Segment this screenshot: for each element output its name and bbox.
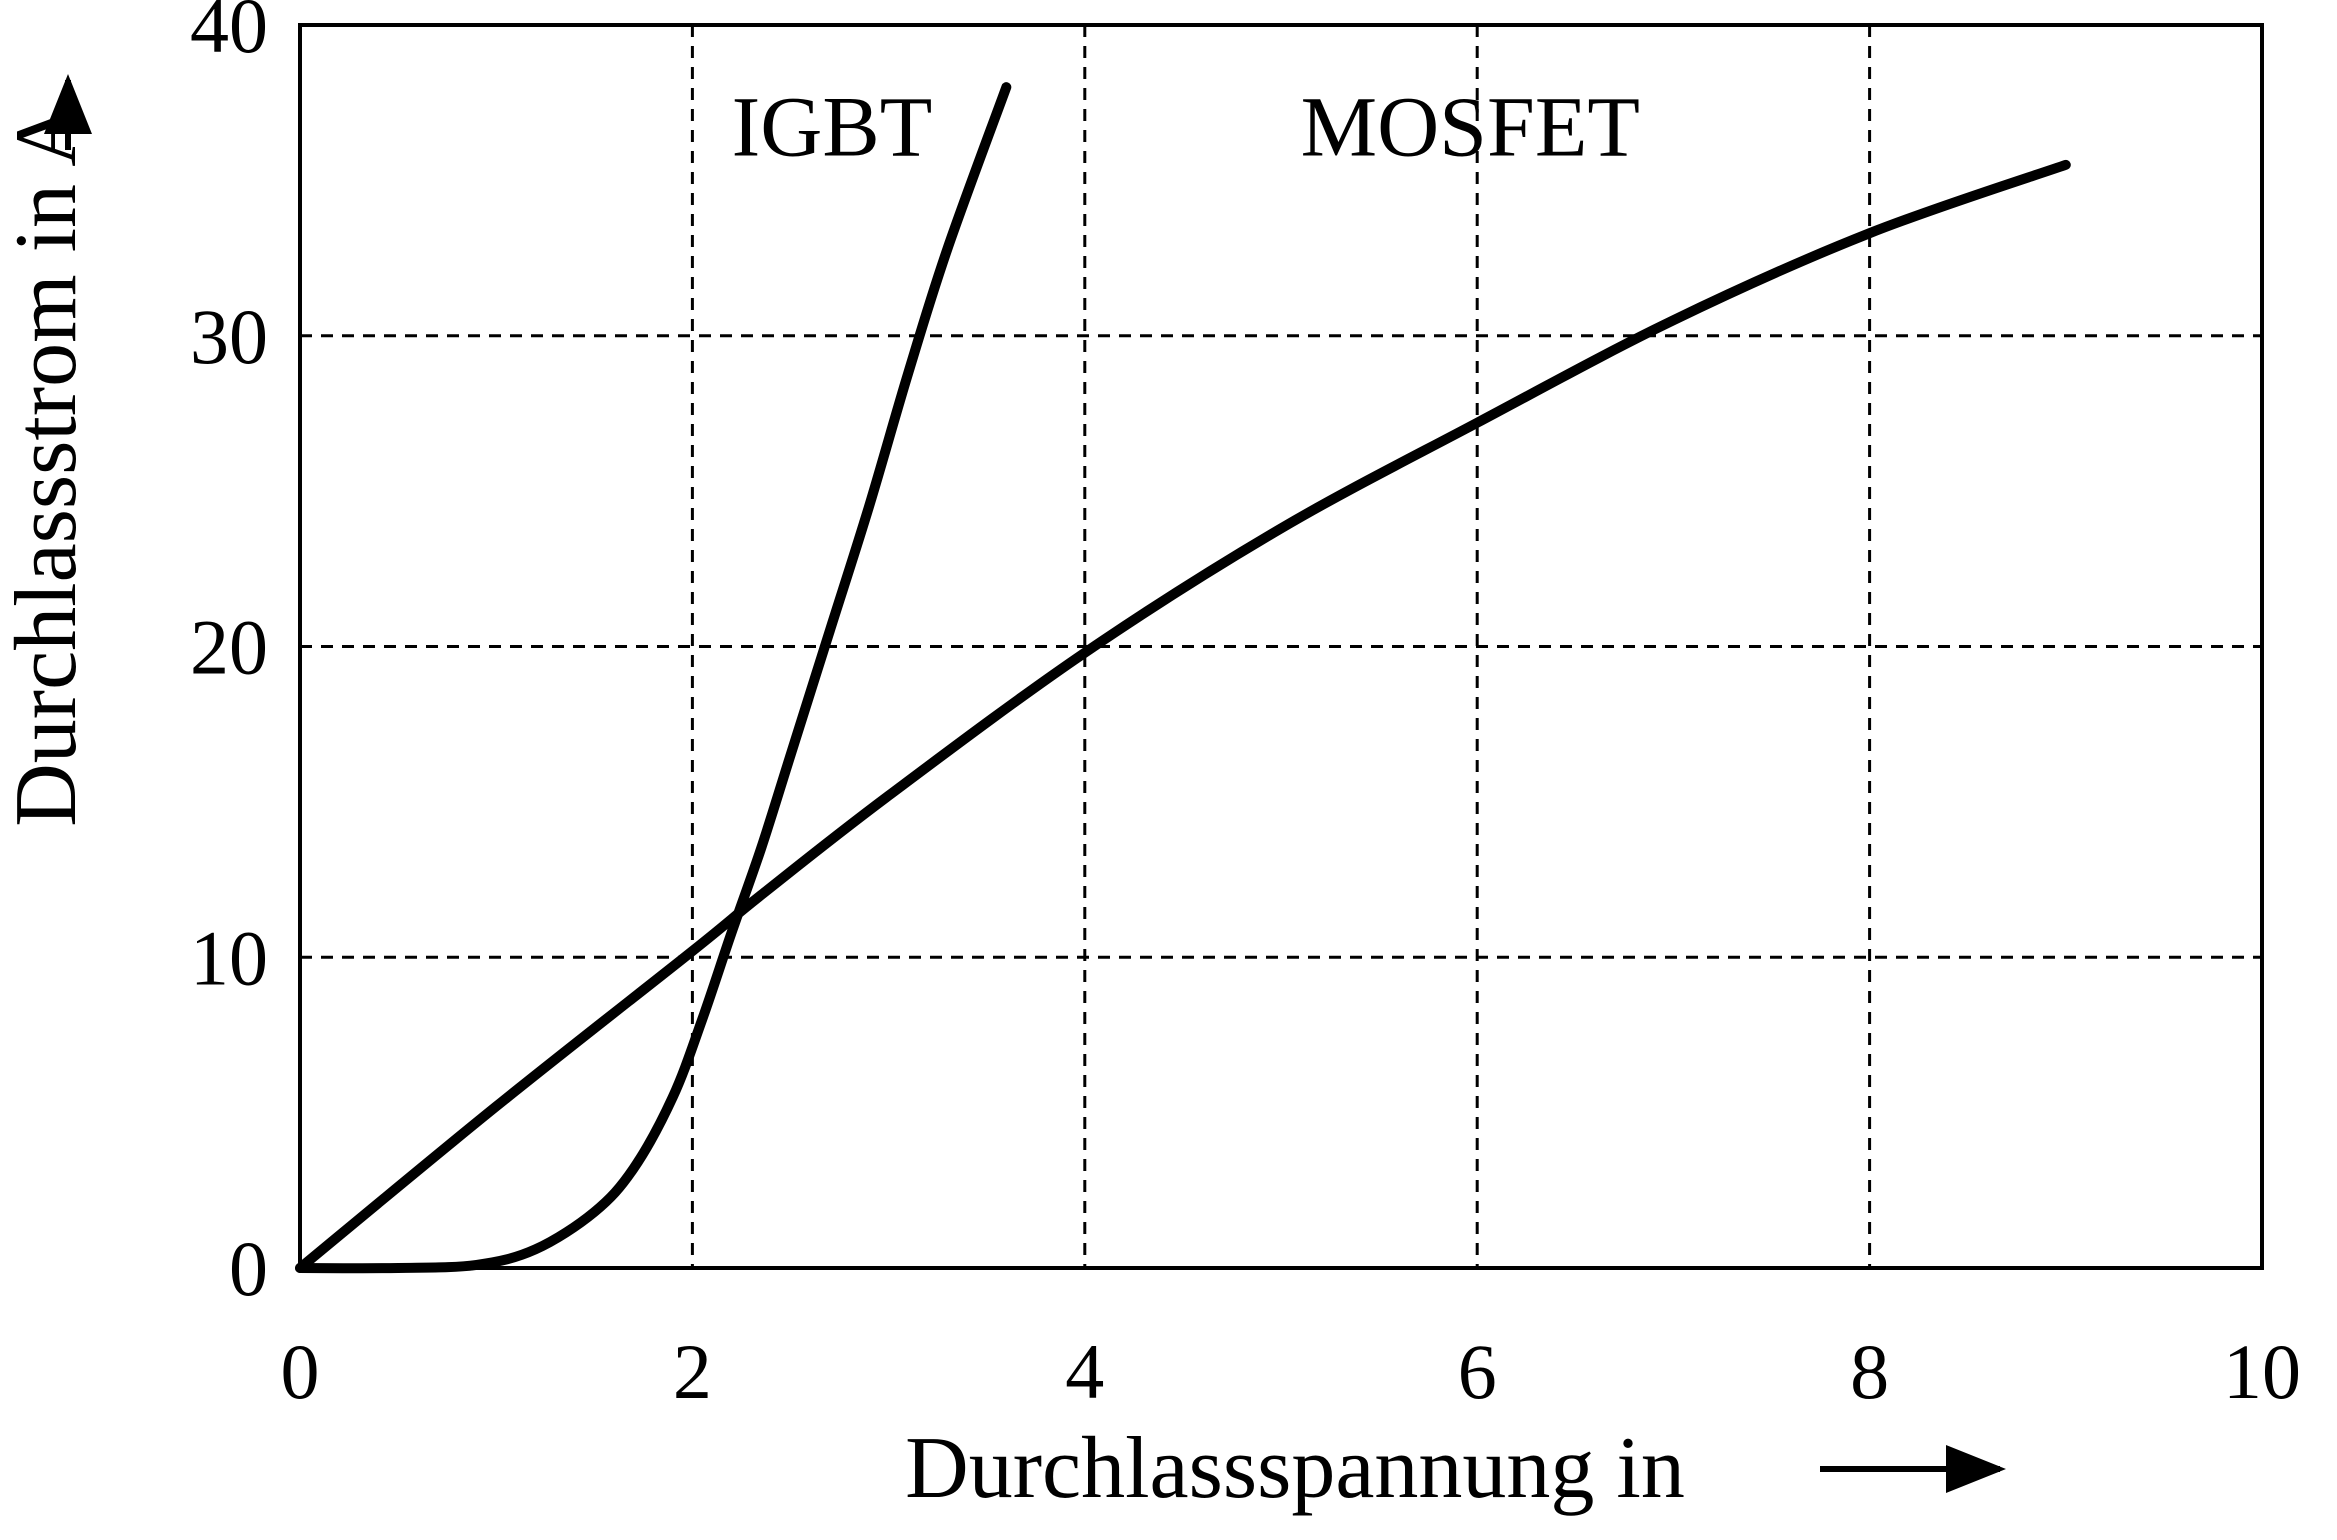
x-tick-label-6: 6 — [1458, 1328, 1497, 1415]
series-label-mosfet: MOSFET — [1301, 79, 1640, 175]
plot-area: 0 2 4 6 8 10 0 10 20 30 40 IGBT MOSFET — [190, 0, 2301, 1415]
x-tick-label-4: 4 — [1065, 1328, 1104, 1415]
x-tick-label-0: 0 — [281, 1328, 320, 1415]
x-tick-labels: 0 2 4 6 8 10 — [281, 1328, 2302, 1415]
series-labels: IGBT MOSFET — [732, 79, 1640, 175]
series-label-igbt: IGBT — [732, 79, 933, 175]
series-line-mosfet — [295, 159, 2071, 1273]
x-tick-label-10: 10 — [2223, 1328, 2301, 1415]
series-lines — [295, 82, 2071, 1274]
series-line-igbt — [295, 82, 1012, 1274]
y-tick-label-30: 30 — [190, 293, 268, 380]
y-tick-label-10: 10 — [190, 914, 268, 1001]
y-axis-title: Durchlassstrom in A — [0, 103, 95, 827]
y-tick-labels: 0 10 20 30 40 — [190, 0, 268, 1312]
y-tick-label-40: 40 — [190, 0, 268, 69]
plot-frame — [298, 23, 2264, 1270]
x-axis-title: Durchlassspannung in — [905, 1420, 1685, 1517]
y-tick-label-20: 20 — [190, 604, 268, 691]
y-tick-label-0: 0 — [229, 1225, 268, 1312]
x-tick-label-2: 2 — [673, 1328, 712, 1415]
x-tick-label-8: 8 — [1850, 1328, 1889, 1415]
grid-lines — [300, 25, 2262, 1268]
